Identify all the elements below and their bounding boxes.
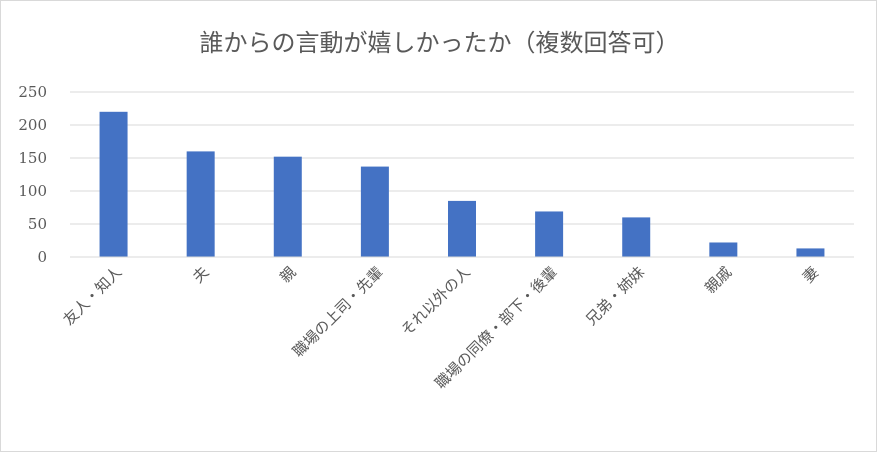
- x-category-label: 兄弟・姉妹: [582, 263, 648, 329]
- y-tick-label: 0: [37, 248, 47, 266]
- x-axis-labels: 友人・知人夫親職場の上司・先輩 それ以外の人職場の同僚・部下・後輩 兄弟・姉妹 親戚妻: [60, 263, 823, 392]
- bar: [186, 151, 215, 257]
- bar: [535, 211, 564, 257]
- x-category-label: 友人・知人: [60, 263, 126, 329]
- y-tick-label: 100: [18, 182, 47, 200]
- bars: [99, 111, 825, 257]
- y-tick-label: 150: [18, 149, 47, 167]
- y-tick-label: 200: [18, 116, 47, 134]
- y-axis-ticks: 0 50 100 150 200 250: [18, 83, 47, 266]
- x-category-label: 夫: [189, 263, 212, 286]
- bar: [360, 166, 389, 257]
- x-category-label: 親戚: [701, 263, 735, 297]
- x-category-label: それ以外の人: [397, 263, 473, 339]
- bar: [99, 111, 128, 257]
- x-category-label: 親: [276, 263, 299, 286]
- y-tick-label: 50: [28, 215, 47, 233]
- bar: [796, 248, 825, 257]
- bar: [709, 242, 738, 257]
- bar: [273, 156, 302, 257]
- x-category-label: 妻: [799, 263, 822, 286]
- x-category-label: 職場の上司・先輩: [289, 263, 387, 361]
- bar: [448, 200, 476, 257]
- y-tick-label: 250: [18, 83, 47, 101]
- bar: [622, 217, 651, 257]
- chart-title: 誰からの言動が嬉しかったか（複数回答可）: [199, 29, 680, 57]
